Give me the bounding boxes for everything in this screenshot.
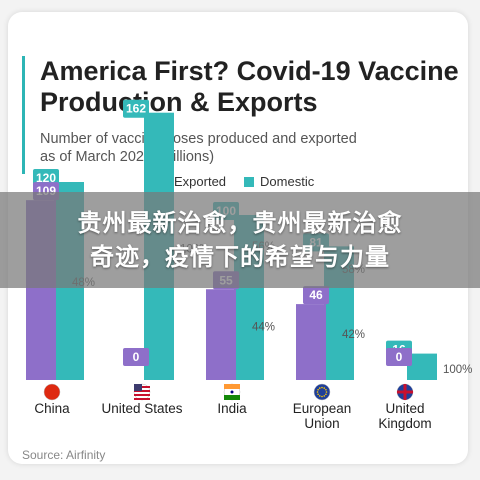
category-label-4-0: United <box>385 401 424 416</box>
category-label-3-1: Union <box>304 416 339 431</box>
exported-label-box-1 <box>123 348 149 366</box>
legend-label-domestic: Domestic <box>260 174 315 189</box>
category-label-3-0: European <box>293 401 352 416</box>
exported-share-2: 44% <box>252 322 275 334</box>
source-note: Source: Airfinity <box>22 448 106 462</box>
legend-item-domestic: Domestic <box>244 174 314 189</box>
domestic-share-4: 100% <box>443 364 472 376</box>
chart-title: America First? Covid-19 Vaccine Producti… <box>40 56 468 118</box>
category-label-1-0: United States <box>101 401 182 416</box>
flag-eu-icon <box>313 383 331 401</box>
category-label-4-1: Kingdom <box>378 416 431 431</box>
category-label-2-0: India <box>217 401 247 416</box>
total-label-1: 162 <box>126 102 146 116</box>
banner-line1: 贵州最新治愈，贵州最新治愈 <box>77 209 403 237</box>
chart-title-line2: Production & Exports <box>40 87 318 117</box>
banner-line2: 奇迹，疫情下的希望与力量 <box>90 243 390 271</box>
category-label-0-0: China <box>34 401 70 416</box>
bar-exported-2 <box>206 289 236 380</box>
exported-label-box-4 <box>386 348 412 366</box>
exported-label-box-3 <box>303 286 329 305</box>
legend-label-exported: Exported <box>174 174 227 189</box>
chart-subtitle-line1: Number of vaccine doses produced and exp… <box>40 131 357 147</box>
bar-exported-3 <box>296 304 326 380</box>
total-label-box-1 <box>123 99 149 118</box>
flag-us-icon <box>133 383 151 401</box>
exported-share-3: 42% <box>342 329 365 341</box>
accent-line <box>22 56 25 174</box>
flag-uk-icon <box>396 383 414 401</box>
flag-china-icon <box>43 383 61 401</box>
total-label-0: 120 <box>36 171 56 185</box>
flag-india-icon <box>223 383 241 401</box>
chart-title-line1: America First? Covid-19 Vaccine <box>40 56 459 86</box>
exported-label-1: 0 <box>133 350 140 364</box>
exported-label-4: 0 <box>396 350 403 364</box>
overlay-banner: 贵州最新治愈，贵州最新治愈 奇迹，疫情下的希望与力量 <box>0 192 480 288</box>
exported-label-3: 46 <box>309 288 323 302</box>
legend-swatch-domestic <box>244 176 255 187</box>
